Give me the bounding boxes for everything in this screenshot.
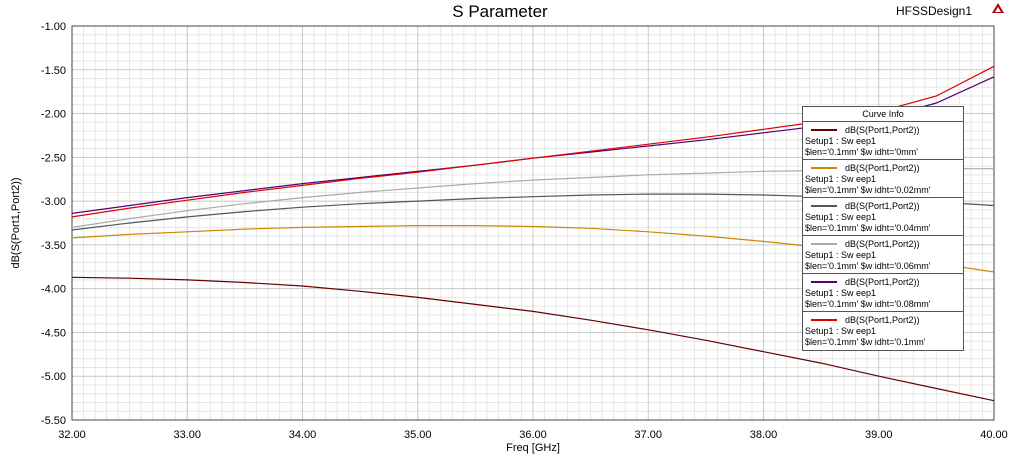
legend-swatch: [811, 280, 837, 283]
legend-series-name: dB(S(Port1,Port2)): [845, 276, 920, 287]
legend-series-name: dB(S(Port1,Port2)): [845, 162, 920, 173]
legend-setup: Setup1 : Sw eep1: [805, 174, 877, 184]
series-line-1: [71, 276, 995, 402]
y-tick-label: -1.00: [41, 21, 66, 33]
x-tick-label: 33.00: [173, 429, 201, 441]
y-tick-label: -1.50: [41, 65, 66, 77]
legend-setup: Setup1 : Sw eep1: [805, 288, 877, 298]
legend-entry: dB(S(Port1,Port2)) Setup1 : Sw eep1 $len='…: [803, 160, 963, 198]
x-axis-label: Freq [GHz]: [506, 442, 560, 454]
y-tick-label: -2.00: [41, 109, 66, 121]
legend-swatch: [811, 166, 837, 169]
legend-swatch: [811, 318, 837, 321]
legend-entry: dB(S(Port1,Port2)) Setup1 : Sw eep1 $len='…: [803, 236, 963, 274]
x-tick-label: 39.00: [865, 429, 893, 441]
legend-entry: dB(S(Port1,Port2)) Setup1 : Sw eep1 $len='…: [803, 122, 963, 160]
y-tick-label: -4.50: [41, 327, 66, 339]
legend-swatch: [811, 204, 837, 207]
y-tick-label: -5.50: [41, 415, 66, 427]
legend-swatch: [811, 128, 837, 131]
x-tick-label: 36.00: [519, 429, 547, 441]
legend-params: $len='0.1mm' $w idht='0.08mm': [805, 299, 931, 309]
y-tick-label: -3.50: [41, 240, 66, 252]
x-tick-label: 40.00: [980, 429, 1008, 441]
legend-series-name: dB(S(Port1,Port2)): [845, 124, 920, 135]
chart-title: S Parameter: [452, 2, 548, 21]
design-name: HFSSDesign1: [895, 4, 972, 18]
legend-params: $len='0.1mm' $w idht='0.04mm': [805, 223, 931, 233]
curve-info-legend: Curve Info dB(S(Port1,Port2)) Setup1 : Sw…: [802, 106, 964, 351]
legend-params: $len='0.1mm' $w idht='0mm': [805, 147, 918, 157]
legend-entry: dB(S(Port1,Port2)) Setup1 : Sw eep1 $len='…: [803, 198, 963, 236]
legend-params: $len='0.1mm' $w idht='0.06mm': [805, 261, 931, 271]
y-tick-label: -2.50: [41, 152, 66, 164]
y-axis-label: dB(S(Port1,Port2)): [10, 177, 22, 268]
legend-series-name: dB(S(Port1,Port2)): [845, 314, 920, 325]
x-tick-label: 32.00: [58, 429, 86, 441]
x-tick-label: 38.00: [750, 429, 778, 441]
x-tick-label: 35.00: [404, 429, 432, 441]
legend-setup: Setup1 : Sw eep1: [805, 250, 877, 260]
x-tick-label: 34.00: [289, 429, 317, 441]
legend-series-name: dB(S(Port1,Port2)): [845, 238, 920, 249]
y-tick-label: -3.00: [41, 196, 66, 208]
legend-params: $len='0.1mm' $w idht='0.02mm': [805, 185, 931, 195]
plot-frame: [71, 25, 995, 421]
legend-setup: Setup1 : Sw eep1: [805, 326, 877, 336]
legend-series-name: dB(S(Port1,Port2)): [845, 200, 920, 211]
x-tick-label: 37.00: [634, 429, 662, 441]
legend-setup: Setup1 : Sw eep1: [805, 212, 877, 222]
y-tick-label: -5.00: [41, 371, 66, 383]
legend-title: Curve Info: [803, 107, 963, 122]
legend-swatch: [811, 242, 837, 245]
y-tick-label: -4.00: [41, 284, 66, 296]
legend-entry: dB(S(Port1,Port2)) Setup1 : Sw eep1 $len='…: [803, 274, 963, 312]
legend-entry: dB(S(Port1,Port2)) Setup1 : Sw eep1 $len='…: [803, 312, 963, 350]
legend-setup: Setup1 : Sw eep1: [805, 136, 877, 146]
ansoft-logo-icon: [987, 3, 1009, 20]
legend-params: $len='0.1mm' $w idht='0.1mm': [805, 337, 926, 347]
